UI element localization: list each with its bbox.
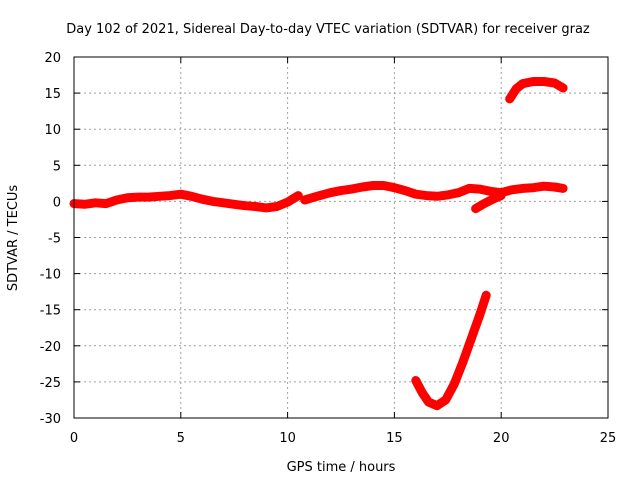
y-tick-label: -25 (40, 376, 61, 391)
y-tick-label: 0 (53, 195, 61, 210)
x-axis-label: GPS time / hours (287, 460, 396, 475)
y-tick-label: 10 (44, 123, 61, 138)
data-point (489, 195, 497, 203)
plot-frame (73, 56, 609, 419)
y-tick-label: 20 (44, 51, 61, 66)
data-point (551, 79, 559, 87)
data-point (380, 182, 388, 189)
data-point (455, 189, 462, 197)
data-point (102, 200, 110, 208)
series-line-low-arc (411, 290, 491, 411)
y-tick-label: 5 (53, 159, 61, 174)
data-point (425, 398, 433, 406)
data-point (519, 80, 527, 88)
data-point (284, 198, 292, 206)
data-point (433, 402, 441, 410)
data-point (418, 389, 426, 397)
data-point (401, 187, 409, 195)
y-axis-label: SDTVAR / TECUs (6, 185, 21, 292)
data-point (467, 335, 475, 343)
y-tick-label: -5 (48, 232, 61, 247)
data-point (230, 200, 238, 208)
data-point (433, 192, 441, 200)
data-point (220, 199, 227, 207)
data-point (519, 184, 527, 192)
data-point (529, 78, 537, 85)
data-point (512, 85, 520, 93)
data-point (145, 193, 153, 201)
data-point (559, 184, 567, 192)
data-point (506, 95, 514, 103)
data-point (134, 193, 142, 201)
y-tick-label: 15 (44, 87, 61, 102)
data-point (476, 185, 484, 193)
grid-lines (74, 57, 608, 418)
x-tick-label: 20 (493, 431, 510, 446)
data-point (508, 186, 516, 194)
y-tick-label: -10 (40, 268, 61, 283)
data-point (198, 195, 206, 203)
data-point (155, 192, 163, 200)
x-tick-label: 0 (70, 431, 78, 446)
data-point (482, 291, 490, 299)
data-point (422, 192, 430, 200)
data-point (472, 205, 480, 213)
data-point (450, 380, 458, 388)
data-point (241, 202, 249, 210)
data-point (91, 199, 99, 207)
data-point (412, 377, 420, 384)
series-line-branch (471, 191, 506, 214)
data-point (316, 192, 324, 200)
data-point (337, 187, 345, 195)
data-point (442, 396, 450, 404)
data-point (497, 192, 505, 200)
chart-title: Day 102 of 2021, Sidereal Day-to-day VTE… (66, 22, 590, 37)
data-point (348, 185, 356, 193)
data-point (301, 196, 309, 204)
x-tick-label: 25 (600, 431, 617, 446)
data-point (113, 196, 121, 204)
data-point (465, 184, 473, 192)
data-point (326, 189, 334, 197)
y-tick-label: -20 (40, 340, 61, 355)
data-point (480, 200, 488, 208)
data-point (540, 78, 548, 85)
data-point (252, 203, 260, 210)
data-point (123, 194, 131, 202)
data-point (262, 204, 270, 212)
data-point (81, 200, 89, 208)
data-point (294, 192, 302, 200)
x-tick-label: 5 (177, 431, 185, 446)
y-tick-label: -15 (40, 304, 61, 319)
data-point (166, 192, 174, 200)
data-point (177, 190, 185, 198)
data-point (390, 184, 398, 192)
data-point (559, 84, 567, 92)
data-point (487, 187, 494, 195)
x-tick-label: 10 (279, 431, 296, 446)
data-point (459, 358, 467, 366)
data-point (358, 183, 366, 191)
data-point (551, 183, 559, 191)
data-series (69, 77, 568, 411)
data-point (412, 190, 420, 198)
y-tick-label: -30 (40, 412, 61, 427)
data-point (476, 311, 484, 319)
data-point (444, 191, 452, 199)
data-point (188, 192, 195, 200)
data-point (529, 184, 537, 192)
axis-ticks: 0 5 10 15 20 25 -30 -25 -20 -15 -10 -5 0 5 10 15 20 (40, 51, 617, 446)
data-point (540, 182, 548, 190)
data-point (273, 203, 281, 210)
data-point (209, 197, 217, 205)
data-point (369, 182, 377, 189)
series-line-main (69, 189, 303, 213)
x-tick-label: 15 (386, 431, 403, 446)
